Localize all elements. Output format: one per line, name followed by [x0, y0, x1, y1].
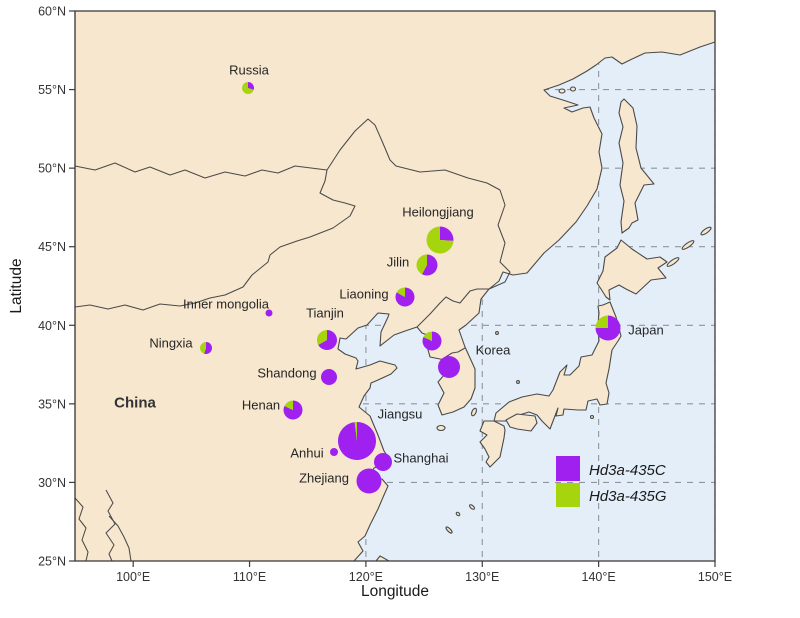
- pie-slice-435G: [317, 330, 327, 345]
- x-tick-label: 150°E: [698, 570, 732, 584]
- x-tick-label: 100°E: [116, 570, 150, 584]
- y-axis-title: Latitude: [8, 258, 25, 313]
- pie-tianjin: [317, 330, 338, 351]
- pie-slice-435C: [440, 226, 454, 241]
- pie-jiangsu: [337, 422, 376, 461]
- border-korea-dmz: [443, 347, 466, 359]
- border-china-north-korea: [416, 288, 489, 328]
- label-liaoning: Liaoning: [339, 287, 388, 302]
- country-borders: [74, 118, 511, 562]
- pie-slice-435C: [356, 468, 382, 494]
- pie-slice-435C: [321, 369, 337, 385]
- legend-label-435C: Hd3a-435C: [589, 462, 666, 479]
- y-tick-label: 30°N: [38, 476, 66, 490]
- pie-liaoning: [395, 287, 415, 307]
- x-tick-label: 140°E: [582, 570, 616, 584]
- pie-south-korea: [438, 356, 460, 378]
- pie-slice-435G: [426, 226, 454, 254]
- pie-slice-435G: [396, 287, 405, 297]
- y-tick-label: 50°N: [38, 162, 66, 176]
- sakhalin-island: [618, 98, 655, 234]
- border-mongolia-china-south: [74, 169, 356, 311]
- legend-label-435G: Hd3a-435G: [589, 488, 667, 505]
- label-ningxia: Ningxia: [149, 336, 193, 351]
- pie-ningxia: [199, 342, 212, 354]
- pie-anhui: [330, 448, 338, 456]
- pie-jilin: [416, 254, 438, 276]
- pie-slice-435G: [284, 400, 293, 410]
- pie-slice-435C: [337, 422, 376, 461]
- pie-slice-435C: [374, 453, 392, 471]
- label-heilongjiang: Heilongjiang: [402, 205, 474, 220]
- label-zhejiang: Zhejiang: [299, 471, 349, 486]
- honshu-island: [493, 301, 622, 430]
- pie-slice-435C: [204, 342, 212, 354]
- pie-slice-435C: [330, 448, 338, 456]
- label-tianjin: Tianjin: [306, 306, 344, 321]
- hokkaido-island: [596, 239, 668, 301]
- y-tick-label: 60°N: [38, 5, 66, 19]
- y-tick-label: 40°N: [38, 319, 66, 333]
- pie-slice-435G: [595, 315, 608, 328]
- pie-slice-435C: [318, 330, 338, 351]
- pie-japan: [595, 315, 621, 341]
- panel-frame: [74, 10, 716, 562]
- axis-ticks: 100°E 110°E 120°E 130°E 140°E 150°E 60°N 55°N 50…: [38, 5, 732, 585]
- allele-pie-charts: [199, 82, 621, 494]
- y-tick-label: 45°N: [38, 240, 66, 254]
- legend-swatch-435C: [556, 456, 580, 481]
- pie-slice-435G: [423, 331, 432, 341]
- border-russia-mongolia-china: [74, 118, 511, 290]
- pie-slice-435C: [265, 309, 273, 317]
- landmasses: [74, 10, 716, 562]
- pie-slice-435G: [416, 254, 427, 275]
- pie-henan: [283, 400, 303, 420]
- pie-slice-435C: [283, 400, 303, 420]
- label-inner-mongolia: Inner mongolia: [183, 297, 270, 312]
- small-islands: [436, 86, 712, 534]
- pie-slice-435G: [354, 422, 357, 441]
- y-tick-label: 55°N: [38, 83, 66, 97]
- y-tick-label: 25°N: [38, 555, 66, 569]
- label-shanghai: Shanghai: [394, 451, 449, 466]
- x-tick-label: 130°E: [465, 570, 499, 584]
- label-russia: Russia: [229, 63, 270, 78]
- legend-swatch-435G: [556, 483, 580, 507]
- pie-slice-435C: [421, 254, 438, 276]
- pie-russia: [242, 82, 254, 95]
- pie-slice-435C: [248, 82, 254, 90]
- y-tick-label: 35°N: [38, 397, 66, 411]
- pie-shandong: [321, 369, 337, 385]
- border-southwest-3: [74, 497, 89, 562]
- label-shandong: Shandong: [257, 366, 316, 381]
- shikoku-island: [505, 413, 538, 432]
- label-anhui: Anhui: [290, 446, 323, 461]
- x-tick-label: 110°E: [233, 570, 266, 584]
- pie-shanghai: [374, 453, 392, 471]
- pie-north-korea: [422, 331, 442, 351]
- x-axis-title: Longitude: [361, 583, 429, 600]
- pie-heilongjiang: [426, 226, 454, 254]
- kyushu-island: [479, 420, 506, 468]
- label-henan: Henan: [242, 398, 280, 413]
- label-china: China: [114, 395, 156, 412]
- label-korea: Korea: [476, 343, 511, 358]
- pie-slice-435C: [438, 356, 460, 378]
- legend: Hd3a-435C Hd3a-435G: [556, 456, 667, 507]
- border-southwest-1: [105, 489, 116, 562]
- x-tick-label: 120°E: [349, 570, 383, 584]
- label-japan: Japan: [628, 323, 663, 338]
- pie-slice-435G: [242, 82, 254, 95]
- label-jiangsu: Jiangsu: [378, 407, 423, 422]
- label-jilin: Jilin: [387, 255, 409, 270]
- pie-inner-mongolia: [265, 309, 273, 317]
- pie-slice-435G: [199, 342, 206, 354]
- pie-zhejiang: [356, 468, 382, 494]
- border-southwest-2: [108, 515, 132, 562]
- region-labels: Russia Heilongjiang Jilin Liaoning Inner mon…: [114, 63, 664, 486]
